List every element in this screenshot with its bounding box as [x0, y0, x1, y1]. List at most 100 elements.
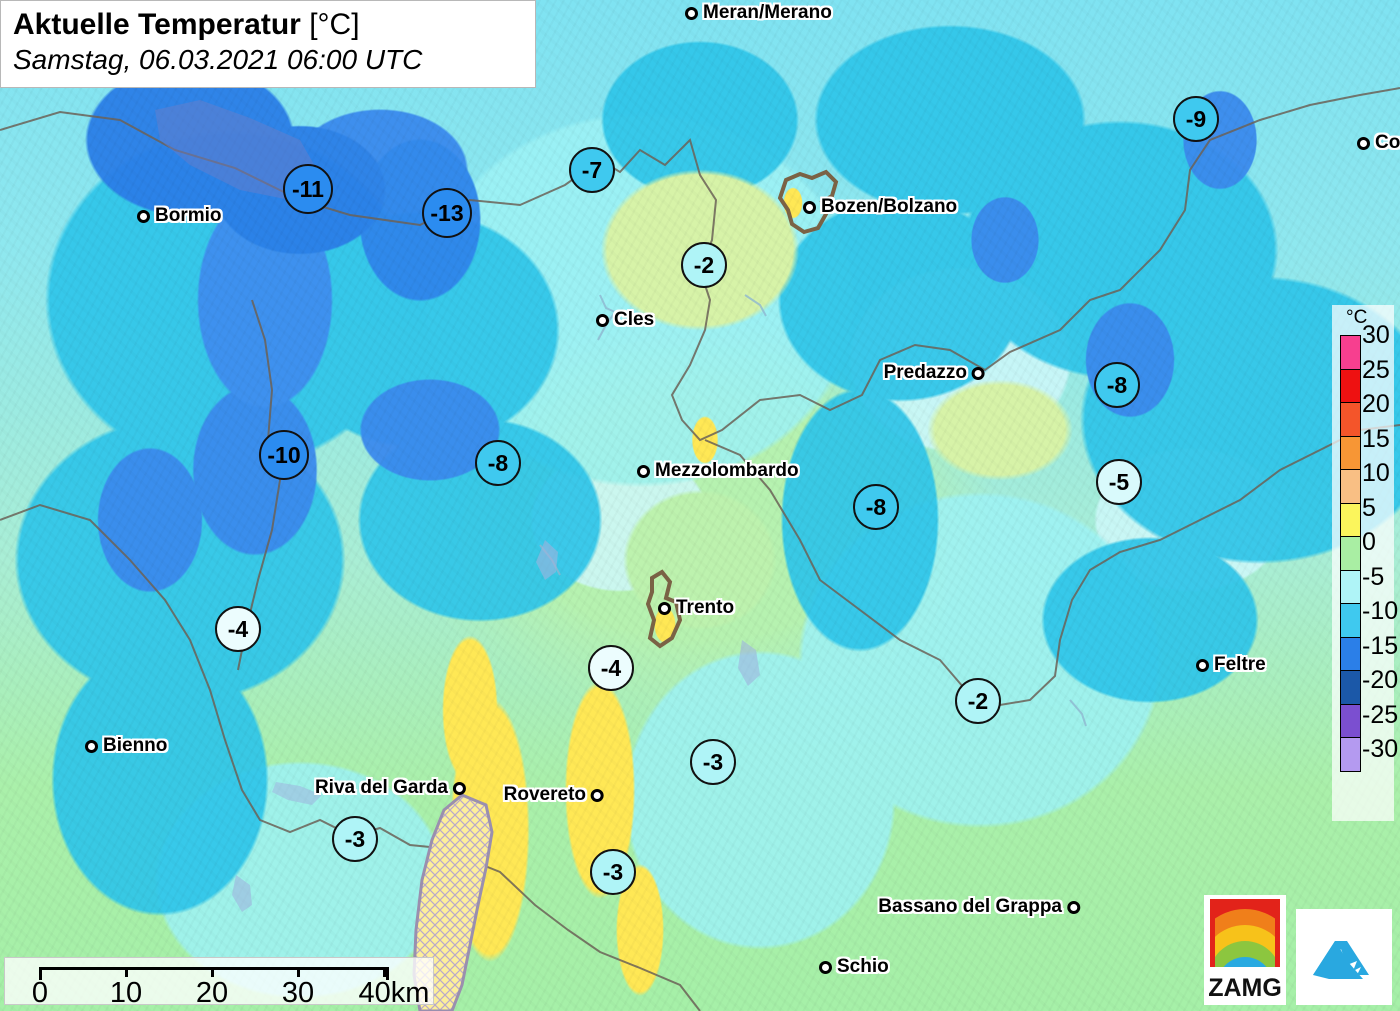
- city-marker-icon: [803, 200, 816, 214]
- city-label: Feltre: [1196, 654, 1266, 676]
- title-datetime: Samstag, 06.03.2021 06:00 UTC: [13, 44, 423, 75]
- city-marker-icon: [972, 366, 985, 380]
- city-name-text: Bassano del Grappa: [878, 896, 1062, 917]
- legend-tick-label: 10: [1362, 459, 1390, 487]
- station-value-bubble[interactable]: -13: [422, 188, 472, 238]
- city-marker-icon: [591, 788, 604, 802]
- title-unit-text: [°C]: [309, 8, 360, 41]
- city-label: Cortina: [1357, 132, 1400, 154]
- legend-tick-label: 20: [1362, 390, 1390, 418]
- station-value-bubble[interactable]: -8: [475, 440, 521, 486]
- city-label: Cles: [596, 309, 654, 331]
- city-label: Riva del Garda: [315, 777, 466, 799]
- logos-group: ZAMG: [1204, 895, 1392, 1005]
- title-main-text: Aktuelle Temperatur: [13, 8, 301, 41]
- scale-tick: [39, 967, 42, 977]
- city-label: Rovereto: [504, 784, 604, 806]
- city-marker-icon: [453, 781, 466, 795]
- city-marker-icon: [1067, 900, 1080, 914]
- legend-band: [1340, 737, 1361, 772]
- scale-tick: [211, 967, 214, 977]
- city-label: Bienno: [85, 735, 167, 757]
- city-name-text: Cortina: [1375, 132, 1400, 153]
- city-name-text: Cles: [614, 309, 655, 330]
- station-value-bubble[interactable]: -4: [215, 606, 261, 652]
- legend-tick-label: 15: [1362, 424, 1390, 453]
- mountain-arrow-logo[interactable]: [1296, 909, 1392, 1005]
- scale-label: 10: [109, 977, 143, 1009]
- legend-band: [1340, 335, 1361, 370]
- station-value-bubble[interactable]: -9: [1173, 96, 1219, 142]
- legend-band: [1340, 636, 1361, 671]
- city-label: Bormio: [137, 205, 222, 227]
- station-value-bubble[interactable]: -2: [681, 242, 727, 288]
- scale-tick: [383, 967, 386, 977]
- city-name-text: Feltre: [1214, 654, 1266, 675]
- legend-band: [1340, 670, 1361, 705]
- city-name-text: Trento: [676, 597, 735, 618]
- station-value-bubble[interactable]: -2: [955, 678, 1001, 724]
- scale-label: 40km: [358, 977, 430, 1009]
- legend-band: [1340, 502, 1361, 537]
- city-label: Trento: [658, 597, 734, 619]
- scale-label: 20: [195, 977, 229, 1009]
- city-boundaries: [645, 169, 839, 649]
- city-name-text: Schio: [837, 956, 889, 977]
- scale-tick: [297, 967, 300, 977]
- city-marker-icon: [819, 960, 832, 974]
- legend-tick-label: 30: [1362, 321, 1390, 349]
- station-value-bubble[interactable]: -4: [588, 645, 634, 691]
- city-marker-icon: [596, 313, 609, 327]
- city-label: Meran/Merano: [685, 2, 832, 24]
- station-value-bubble[interactable]: -11: [283, 164, 333, 214]
- scale-label: 30: [281, 977, 315, 1009]
- city-name-text: Predazzo: [883, 362, 967, 383]
- legend-tick-label: -15: [1362, 631, 1399, 660]
- lakes: [155, 100, 760, 1011]
- legend-band: [1340, 569, 1361, 604]
- station-value-bubble[interactable]: -5: [1096, 459, 1142, 505]
- station-value-bubble[interactable]: -3: [332, 816, 378, 862]
- city-label: Predazzo: [884, 362, 985, 384]
- legend-color-bands: [1340, 335, 1361, 772]
- legend-band: [1340, 603, 1361, 638]
- legend-tick-label: -25: [1362, 700, 1399, 729]
- scale-bar: 0 10 20 30 40km: [4, 957, 434, 1009]
- station-value-bubble[interactable]: -3: [690, 739, 736, 785]
- zamg-logo-text: ZAMG: [1208, 974, 1282, 1002]
- city-marker-icon: [85, 739, 98, 753]
- city-name-text: Bormio: [155, 205, 222, 226]
- station-value-bubble[interactable]: -10: [259, 430, 309, 480]
- legend-tick-label: -10: [1362, 597, 1399, 625]
- color-legend: °C 30 25 20 15 10 5 0 -5 -10 -15 -20 -25 -30: [1332, 305, 1398, 821]
- city-name-text: Riva del Garda: [314, 777, 448, 798]
- zamg-rainbow-icon: [1210, 899, 1280, 967]
- city-marker-icon: [1196, 658, 1209, 672]
- city-marker-icon: [658, 601, 671, 615]
- station-value-bubble[interactable]: -3: [590, 849, 636, 895]
- station-value-bubble[interactable]: -7: [569, 147, 615, 193]
- city-marker-icon: [685, 6, 698, 20]
- city-name-text: Meran/Merano: [703, 2, 832, 23]
- city-marker-icon: [1357, 136, 1370, 150]
- legend-unit-label: °C: [1346, 307, 1368, 328]
- title-box: Aktuelle Temperatur [°C] Samstag, 06.03.…: [0, 0, 536, 88]
- mountain-arrow-icon: [1313, 941, 1369, 979]
- station-value-bubble[interactable]: -8: [853, 484, 899, 530]
- legend-tick-label: 0: [1362, 528, 1376, 556]
- legend-band: [1340, 402, 1361, 437]
- city-label: Bozen/Bolzano: [803, 196, 957, 218]
- city-name-text: Bienno: [103, 735, 168, 756]
- city-label: Mezzolombardo: [637, 460, 799, 482]
- legend-band: [1340, 703, 1361, 738]
- legend-tick-label: -20: [1362, 666, 1399, 694]
- scale-tick: [125, 967, 128, 977]
- legend-band: [1340, 469, 1361, 504]
- legend-band: [1340, 536, 1361, 571]
- station-value-bubble[interactable]: -8: [1094, 362, 1140, 408]
- scale-label: 0: [31, 977, 49, 1009]
- legend-tick-labels: 30 25 20 15 10 5 0 -5 -10 -15 -20 -25 -30: [1362, 322, 1399, 784]
- zamg-logo[interactable]: ZAMG: [1204, 895, 1286, 1005]
